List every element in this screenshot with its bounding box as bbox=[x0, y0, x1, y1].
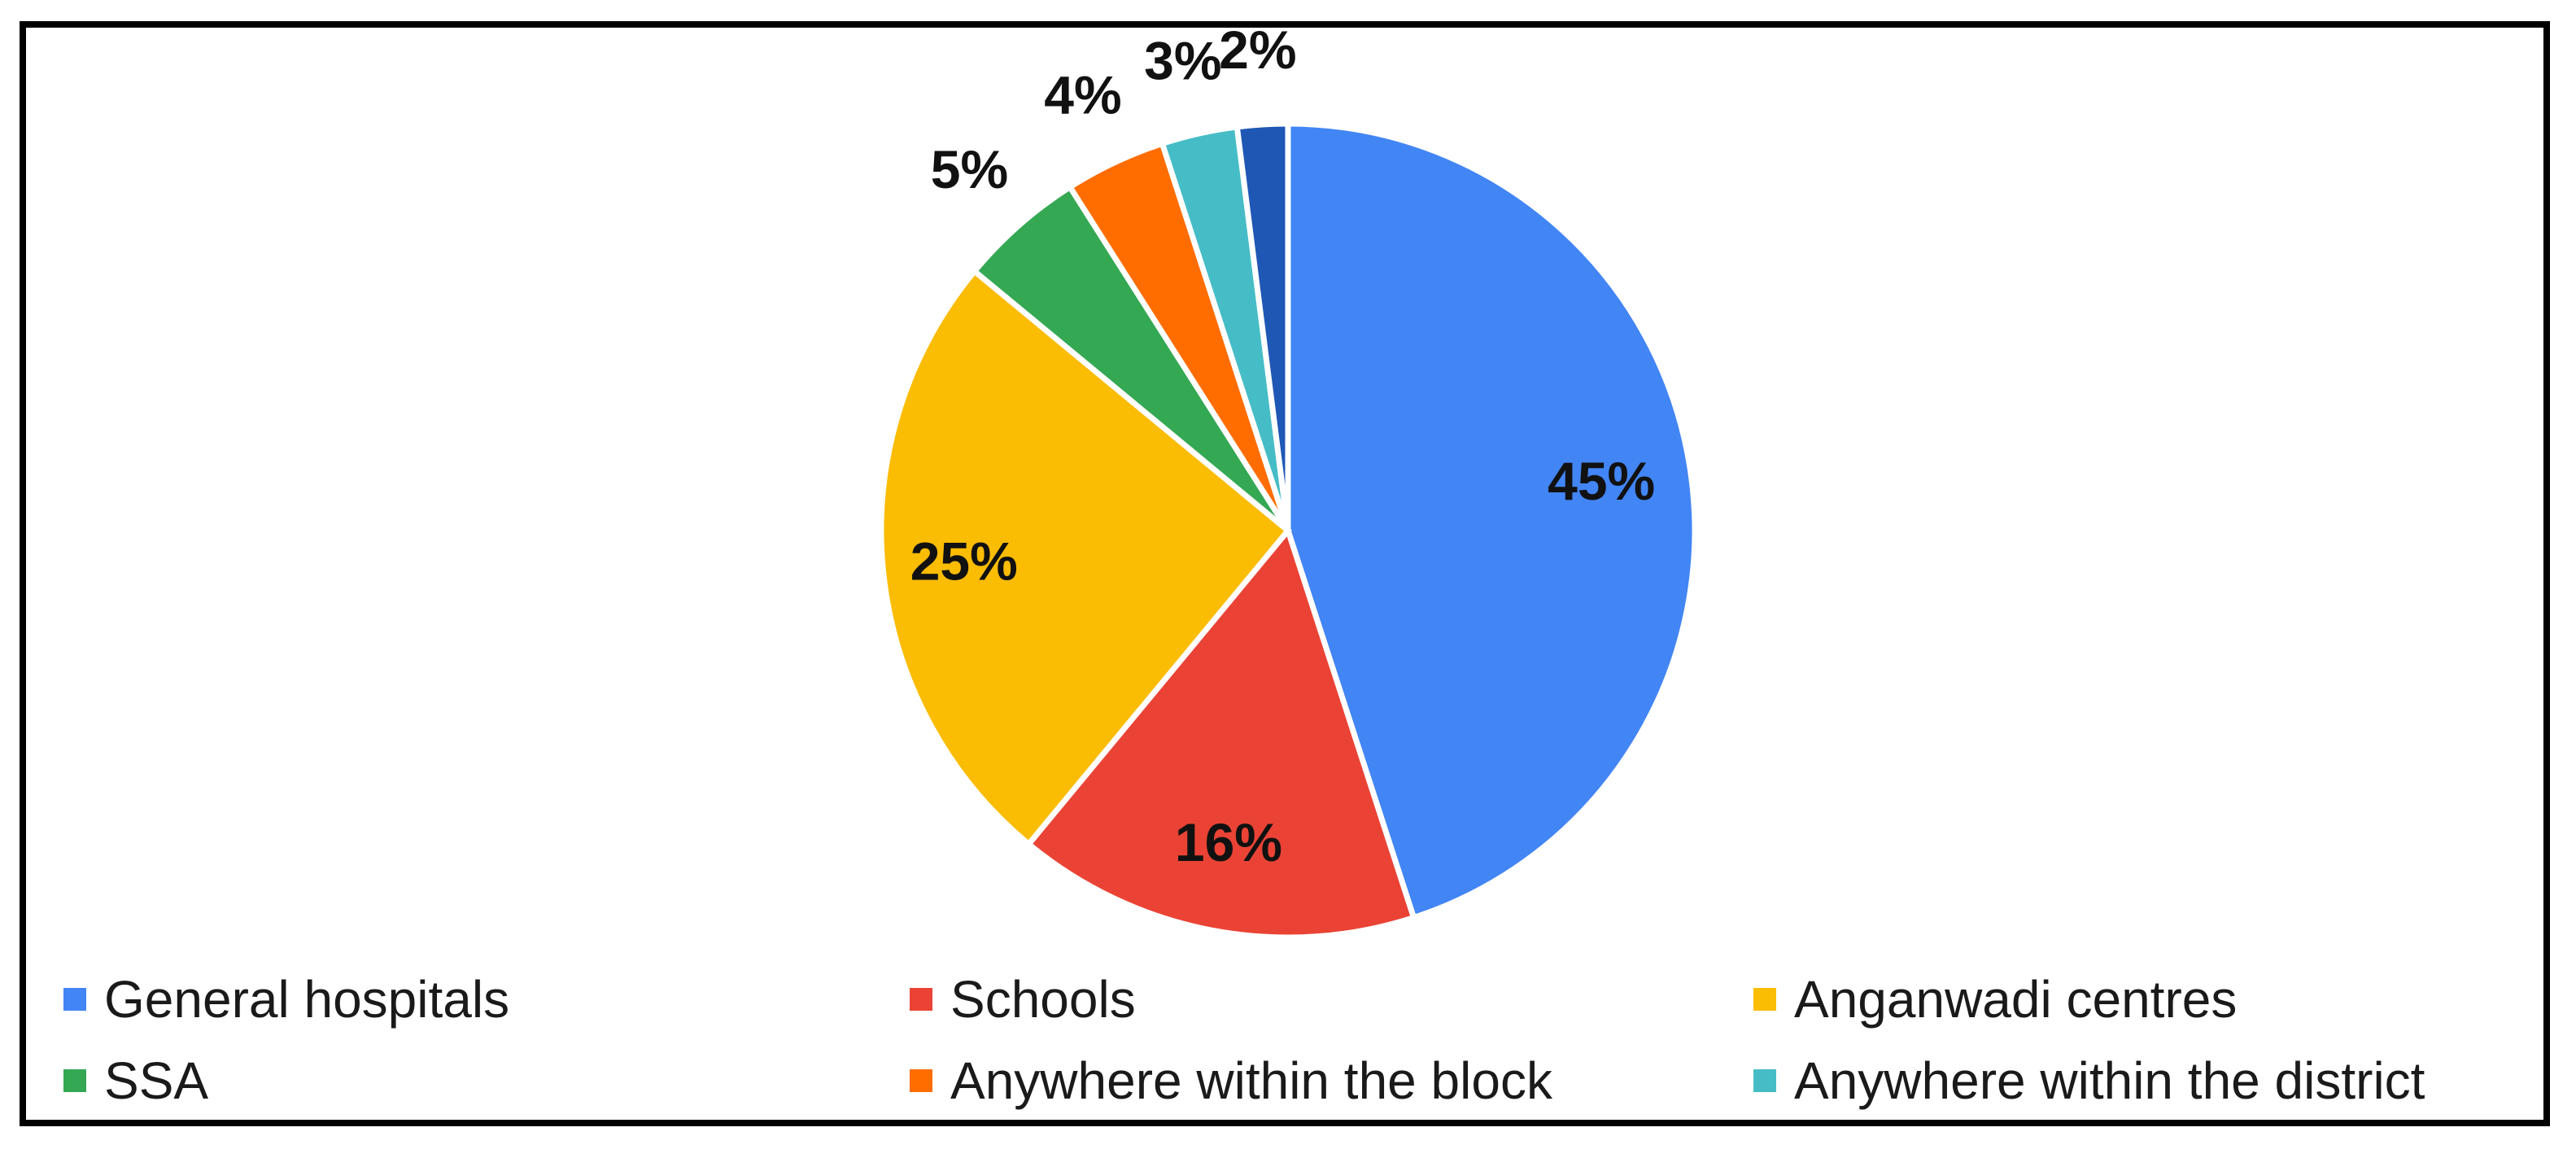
data-label: 45% bbox=[1548, 451, 1655, 511]
data-label: 4% bbox=[1044, 64, 1121, 125]
legend-label: Anywhere within the district bbox=[1794, 1051, 2425, 1110]
legend-label: Anywhere within the block bbox=[950, 1051, 1553, 1110]
legend-swatch bbox=[1753, 1069, 1776, 1092]
data-label: 2% bbox=[1219, 20, 1296, 80]
pie-data-labels: 45% 16% 25% 5% 4% 3%2% bbox=[910, 20, 1656, 872]
pie-slice-general-hospitals bbox=[1285, 120, 1698, 921]
legend-label: General hospitals bbox=[104, 970, 509, 1029]
legend-label: SSA bbox=[104, 1051, 208, 1110]
legend-swatch bbox=[910, 1069, 932, 1092]
pie-slice-schools bbox=[1024, 524, 1417, 941]
legend-swatch bbox=[910, 988, 932, 1011]
legend-label: Schools bbox=[950, 970, 1136, 1029]
pie-slice-unlabeled bbox=[1233, 120, 1291, 531]
pie-slice-anganwadi-centres bbox=[878, 267, 1292, 849]
data-label: 16% bbox=[1175, 812, 1282, 872]
legend-label: Anganwadi centres bbox=[1794, 970, 2237, 1029]
legend: General hospitals Schools Anganwadi centre… bbox=[63, 970, 2425, 1110]
data-label: 3% bbox=[1144, 30, 1221, 90]
legend-swatch bbox=[1753, 988, 1776, 1011]
legend-swatch bbox=[63, 988, 86, 1011]
data-label: 25% bbox=[910, 531, 1018, 592]
pie-slices bbox=[878, 120, 1698, 941]
legend-swatch bbox=[63, 1069, 86, 1092]
data-label: 5% bbox=[931, 139, 1008, 199]
